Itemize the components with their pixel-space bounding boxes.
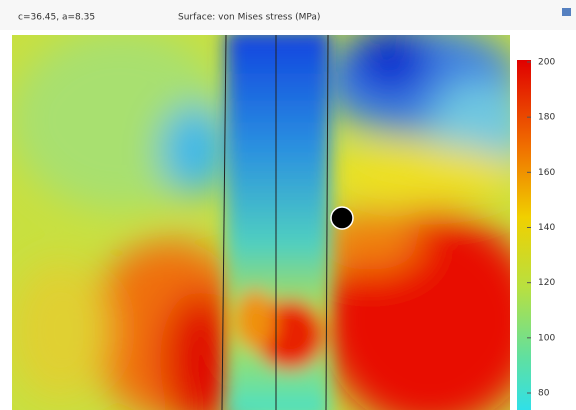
colorbar [517, 60, 531, 410]
tick-label: 180 [538, 113, 555, 123]
tick-label: 200 [538, 58, 555, 68]
colorbar-ticks: 200 180 160 140 120 100 80 [527, 58, 555, 399]
header-bar [0, 0, 576, 30]
stress-field [12, 35, 510, 410]
boundary [221, 35, 227, 410]
params-label: c=36.45, a=8.35 [18, 13, 95, 23]
tick-label: 120 [538, 278, 555, 288]
plot-title: Surface: von Mises stress (MPa) [178, 13, 320, 23]
tick-label: 140 [538, 223, 555, 233]
tick-label: 100 [538, 333, 555, 343]
tick-label: 160 [538, 168, 555, 178]
tick-label: 80 [538, 389, 550, 399]
toolbar-icon[interactable] [562, 8, 571, 16]
boundary [325, 35, 329, 410]
probe-point[interactable] [330, 206, 354, 230]
